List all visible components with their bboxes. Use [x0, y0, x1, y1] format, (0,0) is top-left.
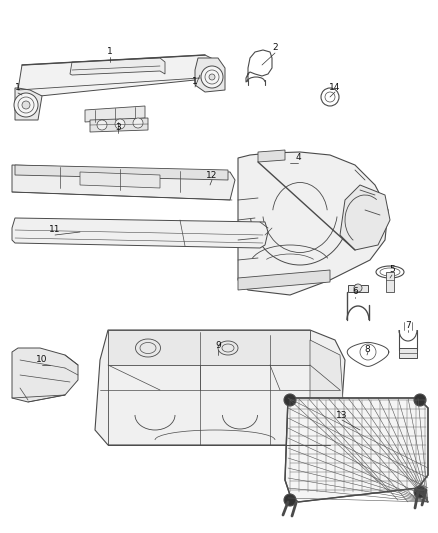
Circle shape [115, 119, 125, 129]
Text: 12: 12 [206, 171, 218, 180]
Text: 2: 2 [272, 44, 278, 52]
Polygon shape [348, 285, 368, 292]
Polygon shape [95, 330, 345, 445]
Polygon shape [386, 272, 394, 292]
Text: 6: 6 [352, 287, 358, 296]
Circle shape [22, 101, 30, 109]
Circle shape [97, 120, 107, 130]
Polygon shape [238, 270, 330, 290]
Polygon shape [12, 218, 268, 248]
Text: 8: 8 [364, 345, 370, 354]
Circle shape [201, 66, 223, 88]
Text: 14: 14 [329, 83, 341, 92]
Text: 9: 9 [215, 341, 221, 350]
Polygon shape [399, 348, 417, 358]
Polygon shape [285, 398, 428, 502]
Text: 13: 13 [336, 410, 348, 419]
Circle shape [14, 93, 38, 117]
Polygon shape [15, 88, 42, 120]
Circle shape [209, 74, 215, 80]
Polygon shape [12, 165, 235, 200]
Polygon shape [340, 185, 390, 250]
Polygon shape [12, 348, 78, 402]
Polygon shape [238, 152, 388, 295]
Circle shape [354, 284, 362, 292]
Circle shape [284, 494, 296, 506]
Circle shape [414, 394, 426, 406]
Text: 1: 1 [192, 77, 198, 86]
Polygon shape [70, 58, 165, 75]
Text: 1: 1 [107, 47, 113, 56]
Circle shape [133, 118, 143, 128]
Polygon shape [195, 58, 225, 92]
Polygon shape [15, 165, 228, 180]
Text: 11: 11 [49, 225, 61, 235]
Polygon shape [85, 106, 145, 122]
Text: 10: 10 [36, 356, 48, 365]
Polygon shape [108, 330, 310, 365]
Circle shape [284, 394, 296, 406]
Polygon shape [310, 340, 345, 445]
Circle shape [414, 486, 426, 498]
Text: 7: 7 [405, 320, 411, 329]
Polygon shape [258, 150, 285, 162]
Text: 3: 3 [115, 124, 121, 133]
Polygon shape [80, 172, 160, 188]
Polygon shape [90, 118, 148, 132]
Polygon shape [15, 55, 215, 115]
Text: 4: 4 [295, 154, 301, 163]
Text: 5: 5 [389, 265, 395, 274]
Text: 1: 1 [15, 84, 21, 93]
